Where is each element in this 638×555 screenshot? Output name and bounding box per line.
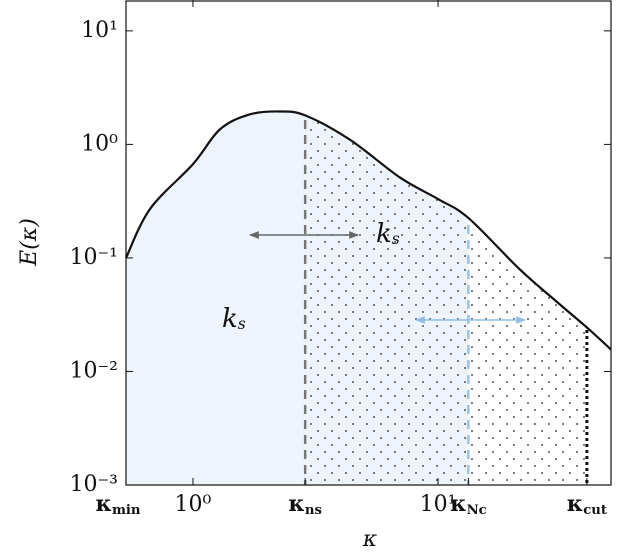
x-tick-label: κcut (567, 491, 608, 518)
y-tick-label: 10⁻² (70, 358, 118, 383)
y-axis-label: E(κ) (17, 218, 42, 267)
x-tick-label: κNc (450, 491, 487, 518)
x-axis-label: κ (362, 527, 378, 552)
spectrum-line (125, 110, 612, 351)
annotation: ks (222, 304, 246, 334)
plot-frame (125, 0, 612, 486)
annotation: ks (376, 219, 400, 249)
areas (126, 111, 589, 485)
y-tick-label: 10⁰ (81, 131, 118, 156)
x-tick-label: 10¹ (420, 492, 457, 517)
x-tick-label: 10⁰ (175, 492, 212, 517)
x-tick-label: κns (288, 491, 322, 518)
y-tick-label: 10⁻¹ (70, 245, 118, 270)
x-tick-label: κmin (95, 491, 140, 518)
y-tick-label: 10⁻³ (70, 472, 118, 497)
dotted-area (305, 115, 587, 485)
y-tick-label: 10¹ (81, 18, 118, 43)
